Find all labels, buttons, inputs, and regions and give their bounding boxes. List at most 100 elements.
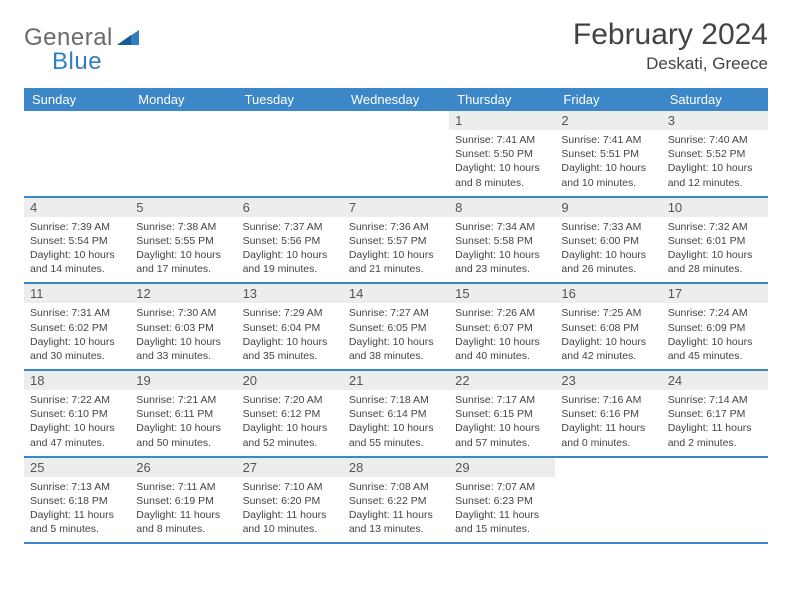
sunset-line: Sunset: 5:55 PM [136,234,230,248]
daylight-line: Daylight: 10 hours and 14 minutes. [30,248,124,276]
sunrise-line: Sunrise: 7:31 AM [30,306,124,320]
sunset-line: Sunset: 6:17 PM [668,407,762,421]
daylight-line: Daylight: 11 hours and 5 minutes. [30,508,124,536]
day-cell: 13Sunrise: 7:29 AMSunset: 6:04 PMDayligh… [237,284,343,369]
brand-blue: Blue [24,48,102,75]
daylight-line: Daylight: 10 hours and 50 minutes. [136,421,230,449]
day-cell: 11Sunrise: 7:31 AMSunset: 6:02 PMDayligh… [24,284,130,369]
day-details: Sunrise: 7:27 AMSunset: 6:05 PMDaylight:… [343,303,449,369]
day-number: 29 [449,458,555,477]
sunset-line: Sunset: 6:23 PM [455,494,549,508]
daylight-line: Daylight: 10 hours and 33 minutes. [136,335,230,363]
sunset-line: Sunset: 6:00 PM [561,234,655,248]
day-number: 14 [343,284,449,303]
day-details: Sunrise: 7:37 AMSunset: 5:56 PMDaylight:… [237,217,343,283]
sunrise-line: Sunrise: 7:39 AM [30,220,124,234]
weeks-container: 1Sunrise: 7:41 AMSunset: 5:50 PMDaylight… [24,111,768,544]
empty-cell [130,111,236,196]
day-number: 9 [555,198,661,217]
day-cell: 8Sunrise: 7:34 AMSunset: 5:58 PMDaylight… [449,198,555,283]
day-cell: 29Sunrise: 7:07 AMSunset: 6:23 PMDayligh… [449,458,555,543]
day-details: Sunrise: 7:11 AMSunset: 6:19 PMDaylight:… [130,477,236,543]
dow-thursday: Thursday [449,88,555,111]
sunrise-line: Sunrise: 7:33 AM [561,220,655,234]
day-cell: 18Sunrise: 7:22 AMSunset: 6:10 PMDayligh… [24,371,130,456]
sunrise-line: Sunrise: 7:37 AM [243,220,337,234]
day-details: Sunrise: 7:41 AMSunset: 5:50 PMDaylight:… [449,130,555,196]
empty-cell [662,458,768,543]
sunrise-line: Sunrise: 7:11 AM [136,480,230,494]
daylight-line: Daylight: 10 hours and 52 minutes. [243,421,337,449]
sunset-line: Sunset: 6:22 PM [349,494,443,508]
daylight-line: Daylight: 11 hours and 2 minutes. [668,421,762,449]
sunrise-line: Sunrise: 7:21 AM [136,393,230,407]
day-number: 3 [662,111,768,130]
day-details: Sunrise: 7:38 AMSunset: 5:55 PMDaylight:… [130,217,236,283]
daylight-line: Daylight: 10 hours and 38 minutes. [349,335,443,363]
daylight-line: Daylight: 10 hours and 17 minutes. [136,248,230,276]
daylight-line: Daylight: 10 hours and 45 minutes. [668,335,762,363]
sunset-line: Sunset: 6:07 PM [455,321,549,335]
sunset-line: Sunset: 6:05 PM [349,321,443,335]
day-details: Sunrise: 7:24 AMSunset: 6:09 PMDaylight:… [662,303,768,369]
sunrise-line: Sunrise: 7:13 AM [30,480,124,494]
sunrise-line: Sunrise: 7:26 AM [455,306,549,320]
dow-header: Sunday Monday Tuesday Wednesday Thursday… [24,88,768,111]
day-number: 11 [24,284,130,303]
sunrise-line: Sunrise: 7:08 AM [349,480,443,494]
sunset-line: Sunset: 5:57 PM [349,234,443,248]
day-details: Sunrise: 7:17 AMSunset: 6:15 PMDaylight:… [449,390,555,456]
day-number: 25 [24,458,130,477]
daylight-line: Daylight: 11 hours and 0 minutes. [561,421,655,449]
day-details: Sunrise: 7:26 AMSunset: 6:07 PMDaylight:… [449,303,555,369]
day-number: 6 [237,198,343,217]
sunset-line: Sunset: 6:19 PM [136,494,230,508]
daylight-line: Daylight: 10 hours and 40 minutes. [455,335,549,363]
day-cell: 6Sunrise: 7:37 AMSunset: 5:56 PMDaylight… [237,198,343,283]
day-cell: 16Sunrise: 7:25 AMSunset: 6:08 PMDayligh… [555,284,661,369]
sunrise-line: Sunrise: 7:10 AM [243,480,337,494]
sunrise-line: Sunrise: 7:24 AM [668,306,762,320]
sunset-line: Sunset: 6:02 PM [30,321,124,335]
daylight-line: Daylight: 11 hours and 10 minutes. [243,508,337,536]
day-cell: 21Sunrise: 7:18 AMSunset: 6:14 PMDayligh… [343,371,449,456]
dow-wednesday: Wednesday [343,88,449,111]
calendar-page: General February 2024 Deskati, Greece Bl… [0,0,792,544]
sunset-line: Sunset: 6:15 PM [455,407,549,421]
day-details: Sunrise: 7:33 AMSunset: 6:00 PMDaylight:… [555,217,661,283]
page-header: General February 2024 Deskati, Greece [24,18,768,74]
empty-cell [237,111,343,196]
day-details: Sunrise: 7:39 AMSunset: 5:54 PMDaylight:… [24,217,130,283]
day-number: 8 [449,198,555,217]
sunset-line: Sunset: 5:56 PM [243,234,337,248]
daylight-line: Daylight: 10 hours and 23 minutes. [455,248,549,276]
sunrise-line: Sunrise: 7:29 AM [243,306,337,320]
calendar-grid: Sunday Monday Tuesday Wednesday Thursday… [24,88,768,544]
day-cell: 27Sunrise: 7:10 AMSunset: 6:20 PMDayligh… [237,458,343,543]
daylight-line: Daylight: 10 hours and 10 minutes. [561,161,655,189]
daylight-line: Daylight: 10 hours and 26 minutes. [561,248,655,276]
sunrise-line: Sunrise: 7:20 AM [243,393,337,407]
day-number: 15 [449,284,555,303]
week-row: 1Sunrise: 7:41 AMSunset: 5:50 PMDaylight… [24,111,768,198]
day-details: Sunrise: 7:22 AMSunset: 6:10 PMDaylight:… [24,390,130,456]
sunrise-line: Sunrise: 7:17 AM [455,393,549,407]
day-details: Sunrise: 7:31 AMSunset: 6:02 PMDaylight:… [24,303,130,369]
sunrise-line: Sunrise: 7:30 AM [136,306,230,320]
day-cell: 15Sunrise: 7:26 AMSunset: 6:07 PMDayligh… [449,284,555,369]
week-row: 11Sunrise: 7:31 AMSunset: 6:02 PMDayligh… [24,284,768,371]
day-cell: 26Sunrise: 7:11 AMSunset: 6:19 PMDayligh… [130,458,236,543]
day-cell: 17Sunrise: 7:24 AMSunset: 6:09 PMDayligh… [662,284,768,369]
day-details: Sunrise: 7:07 AMSunset: 6:23 PMDaylight:… [449,477,555,543]
day-number: 2 [555,111,661,130]
sunset-line: Sunset: 6:08 PM [561,321,655,335]
brand-triangle-icon [117,27,139,50]
sunset-line: Sunset: 6:18 PM [30,494,124,508]
sunrise-line: Sunrise: 7:27 AM [349,306,443,320]
day-number: 13 [237,284,343,303]
day-cell: 14Sunrise: 7:27 AMSunset: 6:05 PMDayligh… [343,284,449,369]
day-details: Sunrise: 7:34 AMSunset: 5:58 PMDaylight:… [449,217,555,283]
day-details: Sunrise: 7:40 AMSunset: 5:52 PMDaylight:… [662,130,768,196]
day-details: Sunrise: 7:21 AMSunset: 6:11 PMDaylight:… [130,390,236,456]
empty-cell [343,111,449,196]
